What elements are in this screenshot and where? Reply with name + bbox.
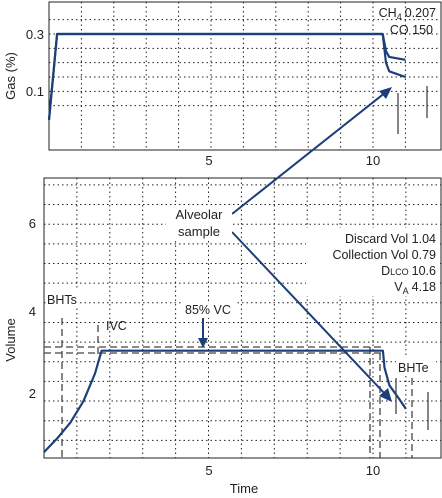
- gas-xtick-5: 5: [205, 153, 212, 168]
- vol-xtick-10: 10: [366, 463, 380, 478]
- vc85-label-bg: [183, 302, 235, 318]
- vol-xlabel: Time: [230, 481, 258, 496]
- bhts-label-bg: [46, 290, 80, 308]
- ch4-base: CH: [379, 6, 397, 20]
- va-subscript: A: [403, 286, 409, 296]
- gas-ytick-0.1: 0.1: [26, 84, 44, 99]
- gas-ytick-0.3: 0.3: [26, 27, 44, 42]
- volume-panel-grid: [44, 178, 441, 458]
- ch4-annotation: CH4 0.207: [379, 6, 436, 22]
- dlco-number: 10.6: [412, 264, 436, 278]
- dlco-main: D: [381, 264, 390, 278]
- va-main: V: [394, 280, 403, 294]
- va-number: 4.18: [412, 280, 436, 294]
- alveolar-arrow-top: [231, 91, 387, 215]
- gas-panel-grid: [49, 2, 441, 150]
- dlco-value: DLCO 10.6: [381, 264, 436, 278]
- volume-series-group: [43, 349, 407, 453]
- vol-ytick-2: 2: [29, 386, 36, 401]
- volume-panel-frame: [43, 177, 442, 459]
- gas-panel-frame: [48, 1, 442, 151]
- discard-vol: Discard Vol 1.04: [345, 232, 436, 246]
- volume-series-0: [43, 349, 407, 453]
- bhte-label: BHTe: [398, 361, 429, 375]
- co-annotation: CO 150: [390, 23, 433, 37]
- collection-vol: Collection Vol 0.79: [332, 248, 436, 262]
- alveolar-label-line1: Alveolar: [176, 207, 224, 222]
- ch4-subscript: 4: [397, 12, 402, 22]
- alveolar-label-bg: [166, 205, 232, 241]
- bhts-label: BHTs: [47, 293, 77, 307]
- vol-ytick-4: 4: [29, 304, 36, 319]
- gas-ylabel: Gas (%): [3, 52, 18, 100]
- vc85-arrowhead: [198, 338, 208, 348]
- alveolar-arrowhead-top: [379, 87, 392, 99]
- bhte-label-bg: [396, 358, 436, 376]
- ivc-label: IVC: [106, 319, 127, 333]
- gas-xtick-10: 10: [366, 153, 380, 168]
- stats-bg: [306, 228, 438, 296]
- gas-series-co: [47, 32, 406, 121]
- alveolar-arrowhead-bottom: [379, 388, 392, 402]
- vol-ylabel: Volume: [3, 318, 18, 361]
- alveolar-label-line2: sample: [178, 224, 220, 239]
- gas-series-group: [47, 32, 406, 121]
- va-value: VA 4.18: [394, 280, 436, 296]
- ch4-value: 0.207: [405, 6, 436, 20]
- dlco-subscript: LCO: [390, 267, 409, 277]
- alveolar-arrow-bottom: [231, 231, 387, 396]
- vol-ytick-6: 6: [29, 216, 36, 231]
- vol-xtick-5: 5: [205, 463, 212, 478]
- vc85-label: 85% VC: [185, 303, 231, 317]
